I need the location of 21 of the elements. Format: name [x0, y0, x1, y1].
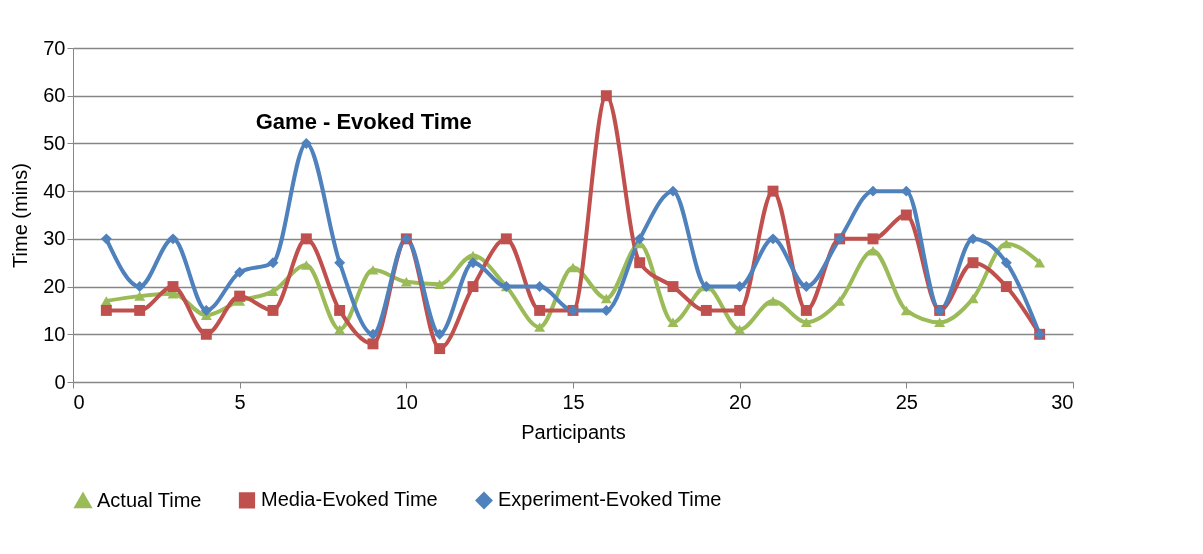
x-tick-label: 20	[729, 390, 752, 413]
legend-label: Media-Evoked Time	[261, 488, 438, 511]
y-tick-label: 30	[43, 227, 66, 250]
legend-label: Experiment-Evoked Time	[498, 488, 722, 511]
legend-label: Actual Time	[97, 488, 202, 511]
x-tick-label: 10	[395, 390, 418, 413]
y-tick-label: 40	[43, 179, 66, 202]
y-tick-label: 20	[43, 275, 66, 298]
x-tick-label: 5	[234, 390, 246, 413]
y-tick-label: 70	[43, 36, 66, 59]
y-tick-label: 0	[54, 370, 66, 393]
y-tick-label: 60	[43, 84, 66, 107]
x-tick-label: 15	[562, 390, 585, 413]
x-tick-label: 30	[1051, 390, 1074, 413]
x-tick-label: 25	[895, 390, 918, 413]
text: Game - Evoked Time	[255, 109, 472, 134]
y-axis-title: Time (mins)	[9, 163, 32, 268]
x-axis-title: Participants	[521, 420, 626, 443]
y-tick-label: 10	[43, 322, 66, 345]
y-tick-label: 50	[43, 131, 66, 154]
x-tick-label: 0	[73, 390, 85, 413]
